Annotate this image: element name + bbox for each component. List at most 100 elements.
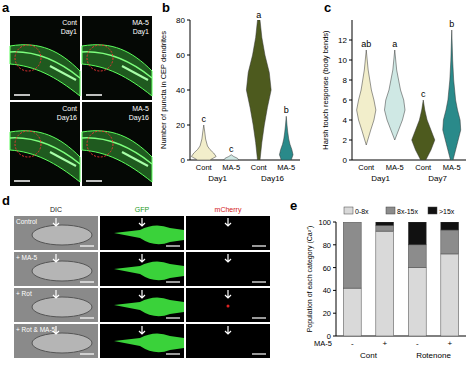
neuron — [50, 152, 76, 166]
bar-segment — [376, 222, 394, 225]
y-axis-label: Number of puncta in CEP dendrites — [159, 31, 168, 149]
legend-swatch — [344, 207, 353, 214]
micrograph — [186, 216, 270, 250]
legend-label: >15x — [439, 208, 455, 215]
y-tick — [333, 222, 336, 223]
image-label: Cont — [62, 19, 77, 26]
y-tick-label: 60 — [176, 51, 185, 60]
image-bg — [100, 216, 184, 250]
image-bg — [186, 324, 270, 358]
significance-letter: c — [202, 114, 207, 124]
arrow — [139, 254, 145, 262]
x-tick-label: + — [382, 339, 387, 348]
scale-bar — [14, 180, 30, 182]
y-axis — [336, 222, 337, 336]
signal-dot — [227, 305, 230, 308]
panel-letter: e — [290, 198, 297, 213]
x-tick-label: Cont — [358, 163, 375, 172]
image-bg — [186, 288, 270, 322]
scale-bar — [14, 94, 30, 96]
y-tick-label: 40 — [323, 286, 331, 295]
scale-bar — [166, 281, 180, 282]
plot-area — [357, 30, 461, 160]
group-label: Day7 — [428, 174, 447, 183]
image-bg — [82, 102, 152, 186]
y-tick — [187, 160, 190, 161]
bar-segment — [441, 254, 459, 336]
y-tick-label: 100 — [318, 218, 331, 227]
significance-letter: b — [449, 19, 454, 29]
micrograph — [14, 324, 98, 358]
group-label: Day16 — [261, 174, 285, 183]
legend-label: 0-8x — [355, 208, 369, 215]
bar-segment — [441, 222, 459, 230]
image-bg — [100, 252, 184, 286]
y-tick — [187, 90, 190, 91]
x-tick-label: + — [447, 339, 452, 348]
gfp-signal — [114, 297, 184, 316]
x-tick-label: MA-5 — [277, 163, 295, 172]
x-axis — [352, 160, 466, 161]
scale-bar — [86, 180, 102, 182]
group-label: Rotenone — [416, 351, 451, 360]
image-label: Day16 — [57, 114, 77, 122]
group-label: Cont — [360, 351, 378, 360]
y-tick-label: 0 — [181, 156, 186, 165]
panel-letter: d — [2, 193, 10, 208]
y-tick-label: 4 — [343, 116, 348, 125]
x-tick-label: Cont — [415, 163, 432, 172]
bar-segment — [343, 222, 361, 223]
x-tick-label: - — [416, 339, 419, 348]
micrograph — [100, 216, 184, 250]
worm-body — [82, 45, 152, 96]
x-tick-label: - — [351, 339, 354, 348]
y-axis — [352, 20, 353, 160]
arrow — [225, 218, 231, 226]
y-tick — [333, 290, 336, 291]
bar-segment — [408, 222, 426, 245]
y-tick — [349, 80, 352, 81]
image-bg — [186, 252, 270, 286]
significance-letter: a — [392, 39, 397, 49]
plot-area — [191, 20, 293, 160]
arrow — [139, 218, 145, 226]
image-label: Cont — [62, 105, 77, 112]
violin — [412, 100, 435, 160]
micrograph: MA-5Day1 — [82, 16, 152, 100]
violin — [246, 20, 271, 160]
x-tick-label: Cont — [196, 163, 213, 172]
arrow — [225, 290, 231, 298]
image-bg — [14, 288, 98, 322]
scale-bar — [252, 353, 266, 354]
y-tick — [187, 55, 190, 56]
violin — [357, 50, 376, 145]
figure: aContDay1MA-5Day1ContDay16MA-5Day16b0204… — [0, 0, 474, 366]
legend-label: 8x-15x — [397, 208, 419, 215]
image-label: MA-5 — [132, 105, 149, 112]
y-tick — [333, 313, 336, 314]
micrograph — [186, 324, 270, 358]
micrograph: Cont Day16 — [10, 102, 80, 186]
neuron — [50, 66, 76, 80]
y-tick-label: 80 — [176, 16, 185, 25]
row-label: Control — [16, 218, 38, 225]
significance-letter: a — [256, 10, 261, 20]
arrow — [53, 290, 59, 298]
y-tick — [349, 60, 352, 61]
arrow — [139, 290, 145, 298]
y-axis-label: Population of each category (Ca²⁺) — [306, 226, 314, 333]
worm-body — [10, 131, 80, 182]
panel-letter: a — [2, 0, 10, 15]
scale-bar — [252, 281, 266, 282]
y-tick — [349, 140, 352, 141]
x-axis-label: MA-5 — [314, 339, 332, 348]
legend-swatch — [428, 207, 437, 214]
group-label: Day1 — [208, 174, 227, 183]
micrograph — [100, 324, 184, 358]
significance-letter: c — [421, 89, 426, 99]
y-tick — [333, 267, 336, 268]
y-tick-label: 40 — [176, 86, 185, 95]
micrograph — [14, 216, 98, 250]
neuron — [122, 152, 148, 166]
neuron — [10, 52, 80, 78]
